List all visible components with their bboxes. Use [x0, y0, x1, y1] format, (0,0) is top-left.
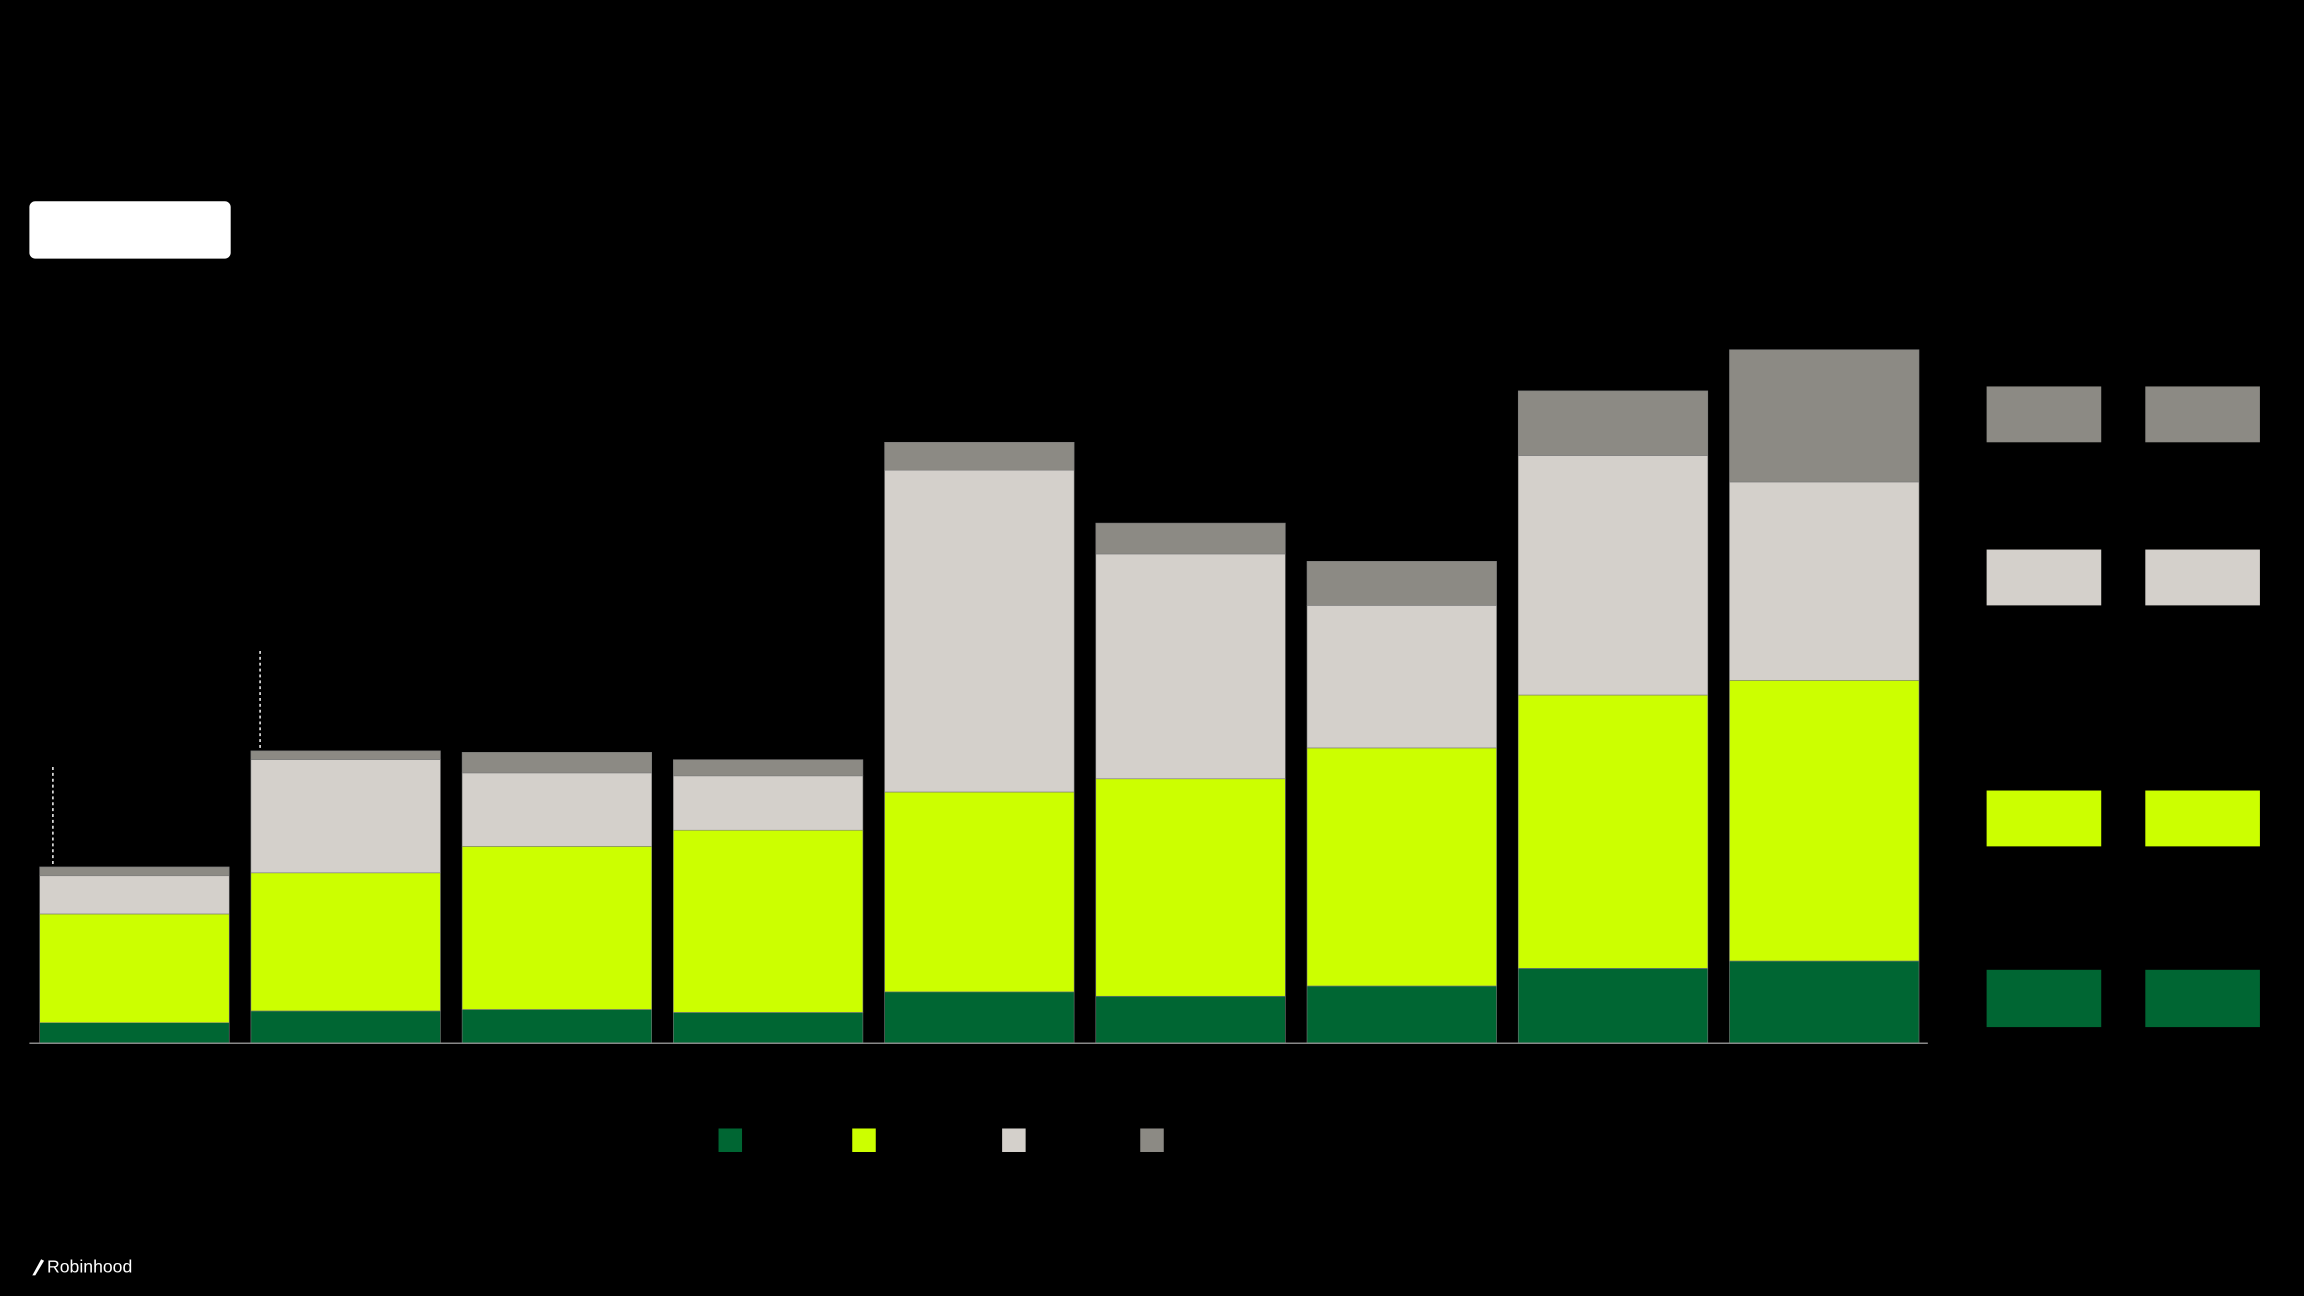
bar-segment — [39, 875, 230, 915]
bar-segment — [250, 872, 441, 1012]
label-box — [29, 201, 231, 259]
side-box — [1986, 549, 2102, 606]
bar-segment — [1517, 455, 1709, 696]
bar-segment — [673, 775, 864, 831]
bar-segment — [1306, 605, 1497, 749]
brand-logo — [32, 1259, 45, 1276]
bar-segment — [461, 846, 652, 1010]
bar-segment — [673, 759, 864, 777]
legend-swatch — [852, 1128, 876, 1152]
bar-segment — [1729, 680, 1920, 962]
bar-segment — [39, 866, 230, 877]
bar-segment — [250, 750, 441, 760]
brand-name: Robinhood — [47, 1257, 132, 1277]
bar-segment — [1095, 553, 1286, 780]
legend-swatch — [1140, 1128, 1164, 1152]
bar-segment — [884, 469, 1075, 793]
bar-segment — [1306, 747, 1497, 987]
legend-swatch — [718, 1128, 743, 1152]
bar-segment — [250, 1010, 441, 1044]
side-box — [1986, 969, 2102, 1028]
bar-segment — [461, 1009, 652, 1044]
bar-segment — [461, 772, 652, 847]
bar-segment — [884, 791, 1075, 993]
bar-segment — [39, 1022, 230, 1044]
bar-segment — [1306, 561, 1497, 606]
bar-segment — [1095, 778, 1286, 997]
side-box — [2145, 790, 2260, 847]
bar-segment — [250, 759, 441, 874]
bar-segment — [1306, 985, 1497, 1044]
bar-segment — [1517, 390, 1709, 456]
side-box — [2145, 386, 2260, 443]
bar-segment — [1729, 960, 1920, 1044]
legend-swatch — [1002, 1128, 1026, 1152]
side-box — [1986, 386, 2102, 443]
bar-segment — [1095, 995, 1286, 1044]
bar-segment — [1095, 522, 1286, 555]
bar-segment — [39, 913, 230, 1023]
bar-segment — [884, 441, 1075, 471]
bar-segment — [673, 829, 864, 1013]
side-box — [2145, 549, 2260, 606]
bar-segment — [884, 991, 1075, 1044]
bar-segment — [1729, 349, 1920, 483]
bar-segment — [673, 1012, 864, 1044]
side-box — [1986, 790, 2102, 847]
bar-segment — [1517, 968, 1709, 1044]
side-box — [2145, 969, 2260, 1028]
bar-segment — [461, 752, 652, 774]
bar-segment — [1729, 481, 1920, 681]
side-panel — [1986, 386, 2260, 1028]
bar-segment — [1517, 694, 1709, 969]
